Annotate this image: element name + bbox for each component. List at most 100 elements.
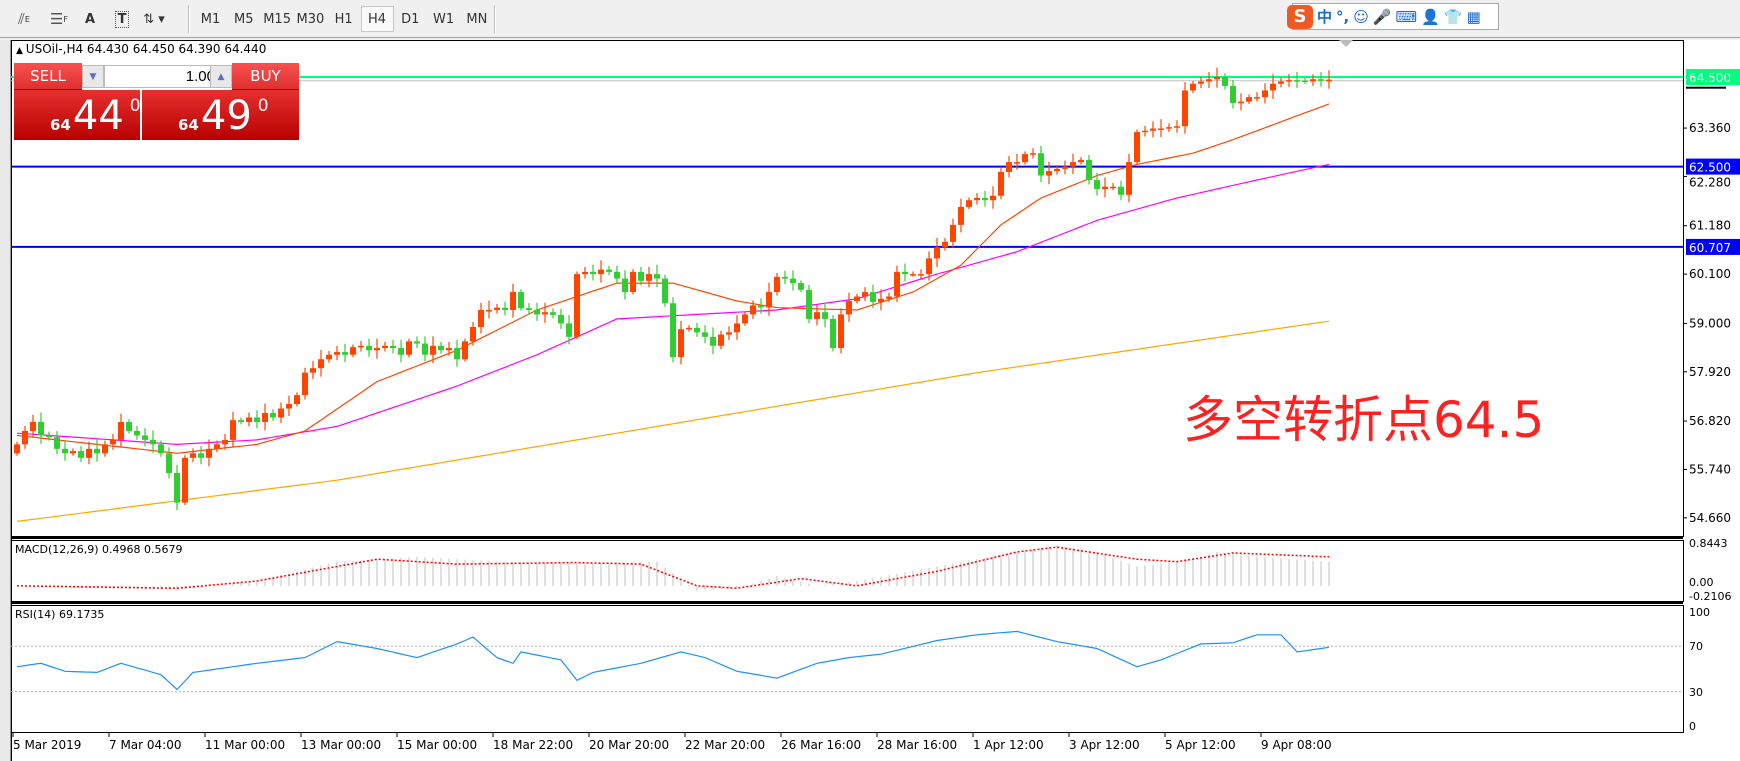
candle-bullish — [926, 258, 932, 275]
candle-bullish — [894, 271, 900, 297]
candle-bullish — [1206, 79, 1212, 82]
buy-price-prefix: 64 — [178, 116, 199, 134]
candle-bullish — [206, 448, 212, 458]
sogou-logo-icon[interactable]: S — [1287, 4, 1313, 29]
toolbar-separator — [188, 5, 190, 33]
candle-bearish — [558, 314, 564, 324]
symbol-info: ▲ USOil-,H4 64.430 64.450 64.390 64.440 — [16, 42, 266, 56]
text-label-icon[interactable]: T — [108, 6, 136, 32]
candle-bullish — [358, 345, 364, 348]
candle-bearish — [822, 312, 828, 319]
rsi-tick-label: 0 — [1689, 720, 1696, 733]
ime-item-6-icon[interactable]: 👕 — [1443, 7, 1463, 26]
candle-bullish — [1262, 90, 1268, 98]
candle-bearish — [366, 345, 372, 351]
timeframe-h4[interactable]: H4 — [360, 6, 394, 32]
rsi-tick-label: 30 — [1689, 686, 1703, 699]
candle-bullish — [582, 271, 588, 275]
candle-bullish — [182, 457, 188, 503]
candle-bearish — [1118, 186, 1124, 195]
candle-bearish — [782, 276, 788, 279]
rsi-line — [16, 630, 1330, 691]
sell-price[interactable]: 64 44 0 — [14, 90, 141, 140]
candle-bullish — [1246, 97, 1252, 102]
lot-size-input[interactable] — [104, 65, 220, 88]
level-price-badge — [1686, 158, 1740, 175]
candle-bullish — [1142, 130, 1148, 133]
candle-bullish — [686, 327, 692, 330]
collapse-triangle-icon[interactable]: ▲ — [16, 46, 26, 56]
time-tick-label: 28 Mar 16:00 — [877, 738, 957, 752]
timeframe-m5[interactable]: M5 — [234, 11, 254, 27]
candle-bullish — [1126, 162, 1132, 195]
rsi-label: RSI(14) 69.1735 — [15, 608, 105, 621]
fibonacci-lines-icon[interactable]: ☰ F — [49, 10, 69, 28]
candle-bearish — [150, 439, 156, 445]
candle-bullish — [294, 395, 300, 405]
sell-price-fraction: 0 — [129, 96, 141, 116]
buy-button[interactable]: BUY — [232, 63, 299, 90]
candle-bearish — [526, 308, 532, 310]
candle-bearish — [614, 271, 620, 279]
candle-bearish — [198, 453, 204, 458]
candle-bearish — [694, 327, 700, 333]
sell-price-pips: 44 — [72, 93, 124, 139]
candle-bullish — [286, 404, 292, 409]
ime-item-4-icon[interactable]: ⌨ — [1395, 7, 1418, 26]
candle-bullish — [646, 274, 652, 281]
ohlc-readout: USOil-,H4 64.430 64.450 64.390 64.440 — [25, 42, 267, 56]
candle-bullish — [1190, 83, 1196, 91]
candle-bullish — [598, 269, 604, 275]
candle-bullish — [574, 274, 580, 337]
ime-item-3-icon[interactable]: 🎤 — [1372, 7, 1392, 26]
candle-bullish — [854, 296, 860, 301]
timeframe-d1[interactable]: D1 — [401, 11, 420, 27]
macd-tick-label: 0.8443 — [1689, 537, 1728, 550]
time-tick-label: 5 Apr 12:00 — [1165, 738, 1236, 752]
candle-bearish — [1294, 80, 1300, 82]
timeframe-m15[interactable]: M15 — [263, 11, 291, 27]
candle-bearish — [870, 292, 876, 302]
timeframe-mn[interactable]: MN — [466, 11, 488, 27]
fibonacci-expansion-icon[interactable]: ⫽ E — [18, 10, 30, 28]
candle-bullish — [350, 347, 356, 355]
ime-item-2-icon[interactable]: ☺ — [1353, 7, 1369, 26]
ime-item-5-icon[interactable]: 👤 — [1421, 7, 1440, 26]
candle-bearish — [158, 444, 164, 454]
candle-bullish — [1254, 97, 1260, 99]
buy-price[interactable]: 64 49 0 — [142, 90, 299, 140]
time-tick-label: 20 Mar 20:00 — [589, 738, 669, 752]
timeframe-h1[interactable]: H1 — [334, 11, 353, 27]
text-icon[interactable]: A — [84, 11, 96, 27]
timeframe-m30[interactable]: M30 — [296, 11, 325, 27]
candle-bullish — [742, 314, 748, 324]
level-price-label: 62.500 — [1689, 161, 1731, 175]
candle-bullish — [878, 298, 884, 302]
candle-bullish — [494, 307, 500, 310]
candle-bearish — [590, 271, 596, 275]
lot-increase-button[interactable]: ▲ — [210, 65, 232, 88]
candle-bullish — [374, 348, 380, 351]
price-tick-label: 54.660 — [1689, 511, 1731, 525]
candle-bullish — [86, 448, 92, 458]
candle-bullish — [734, 323, 740, 333]
candle-bullish — [102, 444, 108, 454]
arrows-icon[interactable]: ⇅ ▾ — [143, 11, 165, 27]
candle-bullish — [310, 368, 316, 373]
candle-bearish — [606, 269, 612, 272]
sell-button[interactable]: SELL — [14, 63, 82, 90]
ime-item-1-icon[interactable]: °, — [1336, 7, 1350, 26]
candle-bearish — [550, 312, 556, 315]
ime-item-7-icon[interactable]: ▦ — [1466, 7, 1481, 26]
ime-item-0-icon[interactable]: 中 — [1317, 8, 1333, 26]
ma-slow-line — [16, 320, 1330, 522]
timeframe-w1[interactable]: W1 — [433, 11, 455, 27]
lot-decrease-button[interactable]: ▼ — [82, 65, 104, 88]
candle-bearish — [1086, 159, 1092, 181]
level-price-label: 64.500 — [1689, 71, 1731, 85]
navigator-edge — [0, 40, 11, 761]
candle-bullish — [486, 309, 492, 312]
timeframe-m1[interactable]: M1 — [200, 11, 221, 27]
